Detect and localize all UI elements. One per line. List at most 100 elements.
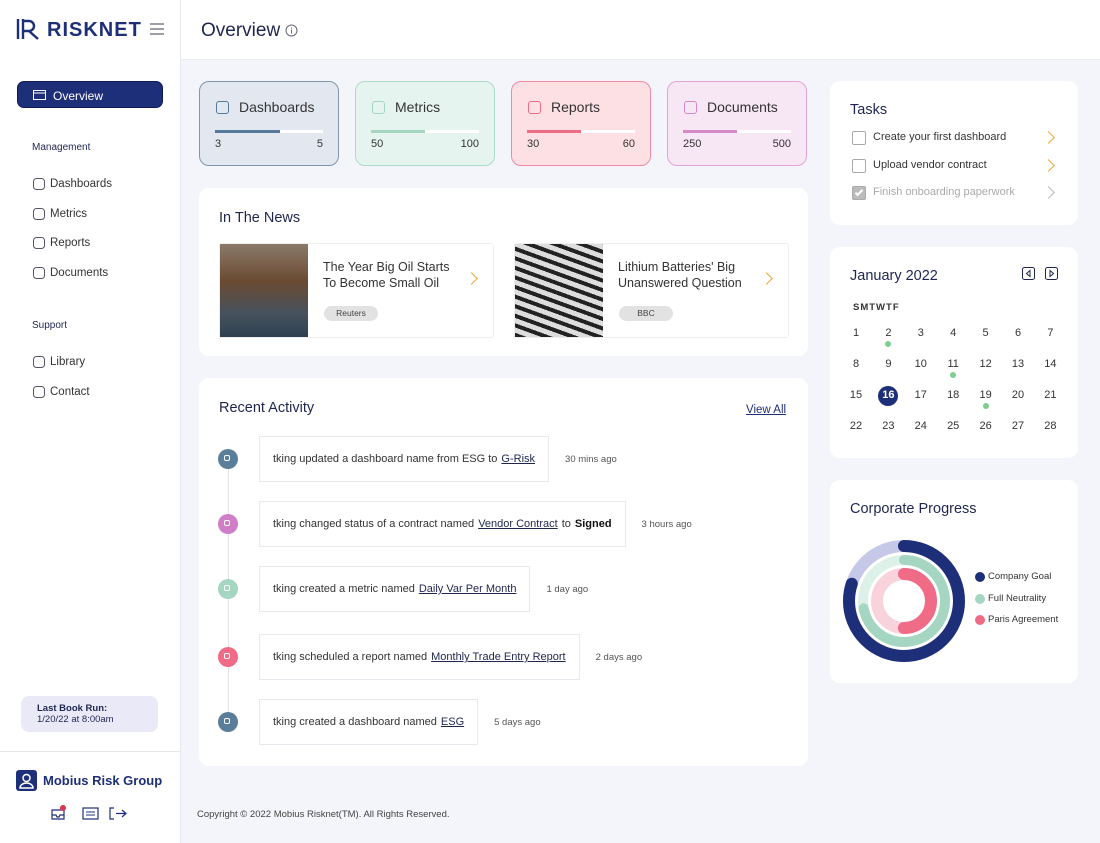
stat-card[interactable]: Metrics 50 100 [355,81,495,166]
activity-link[interactable]: Vendor Contract [478,518,558,530]
stat-title: Documents [707,99,778,115]
last-book-run-value: 1/20/22 at 8:00am [37,714,114,725]
activity-icon-glyph [224,585,230,591]
activity-row: tking created a metric named Daily Var Pe… [259,566,588,612]
activity-box: tking updated a dashboard name from ESG … [259,436,550,482]
task-checkbox[interactable] [852,158,866,173]
task-chevron[interactable] [1042,186,1055,199]
calendar-day[interactable]: 19 [979,389,992,401]
nav-icon [33,237,45,250]
activity-time: 1 day ago [546,583,589,595]
calendar-day[interactable]: 22 [849,420,863,432]
stat-card[interactable]: Documents 250 500 [667,81,807,166]
activity-text: tking updated a dashboard name from ESG … [273,453,498,465]
activity-card: Recent Activity View All tking updated a… [199,378,808,766]
calendar-day[interactable]: 12 [979,358,992,370]
divider [0,751,180,752]
calendar-day[interactable]: 8 [852,358,860,370]
task-check [854,187,864,197]
nav-icon-shape [33,385,45,398]
nav-item[interactable]: Reports [50,237,91,250]
activity-icon-glyph [224,653,230,659]
task-chevron[interactable] [1042,131,1055,144]
nav-icon-shape [33,266,45,279]
view-all-link[interactable]: View All [746,404,787,416]
nav-item[interactable]: Metrics [50,207,88,220]
ring-value [843,540,965,662]
calendar-day[interactable]: 3 [917,327,924,339]
calendar-day[interactable]: 1 [852,327,860,339]
calendar-day[interactable]: 28 [1044,420,1057,432]
user-actions[interactable] [50,804,132,822]
calendar-day[interactable]: 23 [882,420,895,432]
calendar-day[interactable]: 4 [950,327,957,339]
calendar-day[interactable]: 11 [947,358,959,370]
activity-box: tking changed status of a contract named… [259,501,626,547]
task-checkbox[interactable] [852,186,866,200]
stat-card[interactable]: Reports 30 60 [511,81,651,166]
task-label: Finish onboarding paperwork [873,186,1015,198]
nav-item[interactable]: Contact [50,385,90,398]
stat-icon [216,101,229,114]
calendar-day[interactable]: 20 [1011,389,1025,401]
activity-icon [218,579,238,599]
calendar-day[interactable]: 9 [885,358,892,370]
calendar-day[interactable]: 5 [982,327,989,339]
calendar-day[interactable]: 26 [979,420,992,432]
calendar-day[interactable]: 25 [947,420,960,432]
stat-bar [371,130,425,133]
news-chevron [465,272,478,285]
news-item[interactable]: Lithium Batteries' Big Unanswered Questi… [514,243,789,338]
task-label: Create your first dashboard [873,131,1007,143]
news-item[interactable]: The Year Big Oil Starts To Become Small … [219,243,494,338]
logo-mark [16,19,39,40]
activity-link[interactable]: ESG [440,716,465,728]
stat-card[interactable]: Dashboards 3 5 [199,81,339,166]
legend-label: Paris Agreement [988,614,1059,625]
calendar-day[interactable]: 10 [914,358,927,370]
activity-link[interactable]: G-Risk [501,453,536,465]
nav-item[interactable]: Dashboards [50,178,113,190]
calendar-day[interactable]: 14 [1044,358,1057,370]
activity-time: 5 days ago [494,716,541,728]
nav-overview[interactable]: Overview [17,81,163,108]
calendar-day[interactable]: 16 [882,389,895,401]
calendar-day[interactable]: 27 [1011,420,1025,432]
calendar-nav[interactable] [1022,267,1060,281]
calendar-day[interactable]: 13 [1011,358,1025,370]
calendar-day[interactable]: 18 [947,389,960,401]
activity-text: tking changed status of a contract named [273,518,475,530]
calendar-day[interactable]: 21 [1044,389,1057,401]
progress-card: Corporate Progress Company Goal Full Neut… [830,480,1078,683]
tasks-card: Tasks Create your first dashboard Upload … [830,81,1078,225]
news-image [515,244,603,337]
nav-item[interactable]: Documents [50,266,109,279]
calendar-day[interactable]: 7 [1047,327,1054,339]
section-title: Support [32,320,68,331]
calendar-day[interactable]: 6 [1014,327,1022,339]
stat-bar [527,130,581,133]
legend-dot [975,593,985,604]
nav-item[interactable]: Library [50,356,86,368]
nav-icon-shape [33,178,45,190]
nav-icon [33,385,45,398]
nav-label: Overview [53,89,104,103]
info-icon[interactable] [285,24,298,37]
activity-link[interactable]: Monthly Trade Entry Report [431,651,566,663]
activity-strong: Signed [574,518,612,530]
activity-row: tking updated a dashboard name from ESG … [259,436,617,482]
activity-link[interactable]: Daily Var Per Month [418,583,517,595]
calendar-day[interactable]: 24 [914,420,927,432]
menu-toggle[interactable] [150,23,164,35]
task-chevron[interactable] [1042,158,1055,172]
event-dot [950,372,957,378]
calendar-day[interactable]: 17 [914,389,927,401]
task-label: Upload vendor contract [873,158,987,171]
user-avatar [16,770,37,791]
calendar-day[interactable]: 2 [885,327,892,339]
brand: RISKNET [47,19,142,41]
calendar-day[interactable]: 15 [849,389,863,401]
task-checkbox[interactable] [852,131,866,145]
news-title: In The News [219,210,301,226]
